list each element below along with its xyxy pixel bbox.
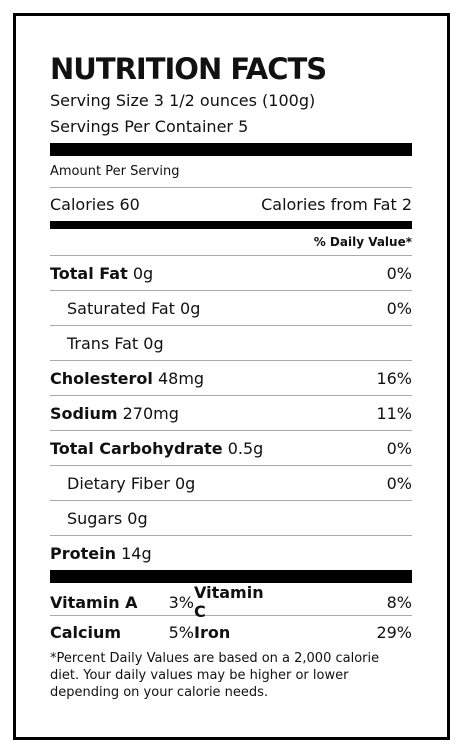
amount-per-serving: Amount Per Serving: [50, 156, 412, 188]
nutrient: Saturated Fat 0g: [50, 299, 200, 318]
nutrient-row: Sodium 270mg 11%: [50, 396, 412, 431]
nutrient: Protein 14g: [50, 544, 152, 563]
nutrient: Cholesterol 48mg: [50, 369, 204, 388]
nutrient-row: Dietary Fiber 0g 0%: [50, 466, 412, 501]
nutrient-amount: 0g: [127, 508, 148, 528]
vitamin-name: Vitamin A: [50, 592, 138, 612]
daily-value: 0%: [386, 473, 412, 493]
label-border: [13, 13, 450, 740]
nutrient-name: Saturated Fat: [67, 298, 175, 318]
vitamin-row: Vitamin A 3% Vitamin C 8%: [50, 583, 412, 621]
nutrient-name: Trans Fat: [67, 333, 139, 353]
divider: [50, 143, 412, 156]
calories-from-fat: Calories from Fat 2: [261, 195, 412, 214]
nutrient: Dietary Fiber 0g: [50, 474, 195, 493]
divider: [50, 570, 412, 583]
divider: [50, 221, 412, 229]
nutrient: Trans Fat 0g: [50, 334, 164, 353]
nutrient: Sugars 0g: [50, 509, 148, 528]
nutrients: Total Fat 0g 0% Saturated Fat 0g 0% Trans Fa…: [50, 256, 412, 570]
daily-value: 16%: [376, 368, 412, 388]
nutrient-name: Sugars: [67, 508, 123, 528]
nutrient-row: Sugars 0g: [50, 501, 412, 536]
nutrient-amount: 48mg: [157, 368, 205, 388]
nutrient-name: Cholesterol: [50, 368, 153, 388]
title: NUTRITION FACTS: [50, 52, 327, 86]
daily-value: 11%: [376, 403, 412, 423]
nutrient-amount: 0g: [143, 333, 164, 353]
footnote: *Percent Daily Values are based on a 2,0…: [50, 651, 380, 700]
calories: Calories 60: [50, 195, 140, 214]
nutrition-label: NUTRITION FACTS Serving Size 3 1/2 ounce…: [50, 50, 412, 701]
nutrient-amount: 0g: [174, 473, 196, 493]
nutrient: Total Carbohydrate 0.5g: [50, 439, 263, 458]
nutrient-row: Protein 14g: [50, 536, 412, 570]
daily-value: 0%: [386, 298, 412, 318]
daily-value: 0%: [386, 438, 412, 458]
daily-value: 0%: [386, 263, 412, 283]
vitamin-dv: 5%: [168, 622, 194, 642]
nutrient-row: Saturated Fat 0g 0%: [50, 291, 412, 326]
nutrient-row: Cholesterol 48mg 16%: [50, 361, 412, 396]
nutrient-amount: 0g: [132, 263, 154, 283]
serving-size: Serving Size 3 1/2 ounces (100g): [50, 91, 316, 110]
nutrient-amount: 0g: [180, 298, 201, 318]
vitamin-name: Calcium: [50, 622, 122, 642]
vitamin-row: Calcium 5% Iron 29%: [50, 616, 412, 648]
nutrient-amount: 270mg: [122, 403, 179, 423]
vitamins: Vitamin A 3% Vitamin C 8% Calcium 5% Iron 29%: [50, 583, 412, 648]
nutrient-name: Total Carbohydrate: [50, 438, 223, 458]
nutrient-row: Trans Fat 0g: [50, 326, 412, 361]
nutrient-amount: 0.5g: [227, 438, 264, 458]
servings-per-container: Servings Per Container 5: [50, 117, 249, 136]
nutrient-name: Protein: [50, 543, 116, 563]
nutrient-row: Total Carbohydrate 0.5g 0%: [50, 431, 412, 466]
daily-value-header: % Daily Value*: [50, 229, 412, 256]
calories-row: Calories 60 Calories from Fat 2: [50, 188, 412, 221]
vitamin-dv: 8%: [386, 592, 412, 612]
nutrient: Total Fat 0g: [50, 264, 153, 283]
nutrient-name: Sodium: [50, 403, 118, 423]
vitamin-name: Iron: [194, 622, 231, 642]
vitamin-name: Vitamin C: [194, 583, 264, 621]
nutrient-amount: 14g: [121, 543, 152, 563]
nutrient-row: Total Fat 0g 0%: [50, 256, 412, 291]
nutrient-name: Total Fat: [50, 263, 128, 283]
nutrient: Sodium 270mg: [50, 404, 179, 423]
nutrient-name: Dietary Fiber: [67, 473, 170, 493]
vitamin-dv: 29%: [376, 622, 412, 642]
vitamin-dv: 3%: [168, 592, 194, 612]
